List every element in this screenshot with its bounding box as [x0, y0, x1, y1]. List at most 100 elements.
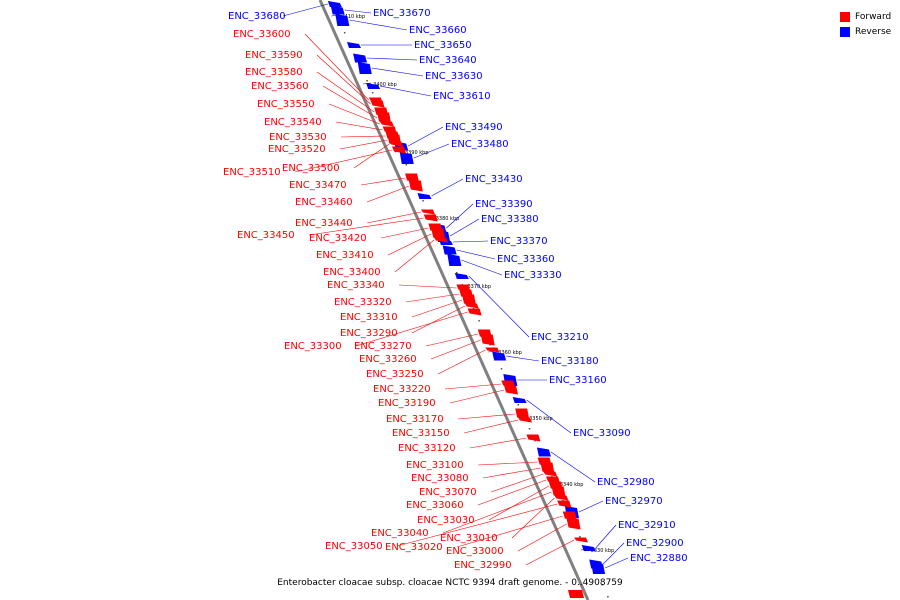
gene-label: ENC_33190: [378, 398, 436, 409]
leader-line: [353, 143, 390, 169]
gene-feature-reverse: [512, 397, 527, 403]
gene-feature-forward: [405, 173, 420, 183]
gene-label: ENC_33320: [334, 297, 392, 308]
leader-line: [322, 85, 378, 119]
leader-line: [355, 311, 468, 347]
gene-feature-forward: [480, 334, 495, 346]
gene-feature-reverse: [417, 193, 432, 199]
leader-line: [490, 473, 544, 493]
leader-line: [477, 479, 547, 506]
leader-line: [506, 355, 540, 362]
gene-label: ENC_33010: [440, 533, 498, 544]
leader-line: [340, 135, 386, 138]
gene-label: ENC_33610: [433, 91, 491, 102]
gene-feature-reverse: [347, 42, 362, 48]
gene-label: ENC_33260: [359, 354, 417, 365]
gene-label: ENC_33400: [323, 267, 381, 278]
gene-label: ENC_32990: [454, 560, 512, 571]
gene-label: ENC_33360: [497, 254, 555, 265]
gene-feature-reverse: [591, 562, 606, 574]
leader-line: [463, 419, 519, 434]
axis-dot: [422, 200, 424, 202]
axis-dot: [579, 536, 581, 538]
leader-line: [488, 485, 549, 521]
forward-swatch: [840, 11, 850, 22]
gene-label: ENC_33070: [419, 487, 477, 498]
leader-line: [452, 240, 489, 243]
gene-label: ENC_33250: [366, 369, 424, 380]
gene-label: ENC_33460: [295, 197, 353, 208]
gene-feature-reverse: [357, 62, 372, 74]
gene-feature-forward: [392, 146, 407, 154]
reverse-swatch: [840, 26, 850, 37]
gene-feature-forward: [574, 537, 589, 543]
leader-line: [407, 126, 444, 147]
gene-label: ENC_33660: [409, 25, 467, 36]
gene-label: ENC_33060: [406, 500, 464, 511]
gene-feature-reverse: [335, 14, 350, 26]
gene-label: ENC_33420: [309, 233, 367, 244]
axis-dot: [500, 368, 503, 370]
gene-label: ENC_33510: [223, 167, 281, 178]
gene-label: ENC_32970: [605, 496, 663, 507]
leader-line: [461, 259, 503, 276]
gene-feature-forward: [389, 141, 404, 147]
leader-line: [456, 515, 563, 548]
gene-label: ENC_33160: [549, 375, 607, 386]
leader-line: [442, 491, 552, 534]
gene-feature-reverse: [492, 351, 507, 361]
gene-label: ENC_33550: [257, 99, 315, 110]
gene-label: ENC_33150: [392, 428, 450, 439]
gene-label: ENC_33290: [340, 328, 398, 339]
leader-line: [604, 557, 629, 569]
leader-line: [335, 121, 383, 131]
genome-caption: Enterobacter cloacae subsp. cloacae NCTC…: [277, 578, 623, 588]
gene-feature-reverse: [327, 1, 342, 7]
gene-feature-forward: [568, 590, 584, 598]
leader-line: [316, 54, 371, 105]
tick-label: 3330 kbp: [591, 548, 615, 554]
leader-line: [511, 497, 555, 539]
gene-label: ENC_33300: [284, 341, 342, 352]
leader-line: [371, 67, 424, 77]
axis-dot: [528, 428, 531, 430]
gene-label: ENC_33050: [325, 541, 383, 552]
leader-line: [308, 217, 424, 236]
axis-dot: [455, 272, 458, 274]
gene-feature-forward: [540, 462, 555, 474]
forward-label: Forward: [855, 11, 892, 22]
gene-label: ENC_33560: [251, 81, 309, 92]
leader-line: [603, 542, 625, 565]
leader-line: [282, 3, 328, 17]
gene-label: ENC_33640: [419, 55, 477, 66]
gene-label: ENC_33370: [490, 236, 548, 247]
gene-label: ENC_33340: [327, 280, 385, 291]
leader-line: [456, 249, 496, 260]
tick-label: 3360 kbp: [498, 350, 522, 356]
gene-feature-forward: [431, 228, 446, 240]
gene-label: ENC_33480: [451, 139, 509, 150]
gene-label: ENC_32900: [626, 538, 684, 549]
leader-line: [457, 413, 516, 420]
axis-dot: [601, 584, 604, 586]
leader-line: [444, 383, 502, 390]
gene-label: ENC_33390: [475, 199, 533, 210]
gene-feature-forward: [526, 434, 541, 442]
gene-label: ENC_32910: [618, 520, 676, 531]
leader-line: [431, 178, 464, 197]
gene-label: ENC_33180: [541, 356, 599, 367]
axis-dot: [534, 440, 536, 442]
leader-line: [394, 239, 435, 273]
leader-line: [449, 389, 505, 404]
gene-feature-forward: [423, 214, 438, 222]
axis-dot: [607, 596, 609, 598]
leader-line: [304, 33, 369, 101]
leader-line: [328, 103, 380, 125]
gene-feature-forward: [370, 100, 385, 108]
gene-label: ENC_33120: [398, 443, 456, 454]
leader-line: [449, 218, 480, 237]
gene-feature-forward: [543, 471, 558, 477]
gene-feature-reverse: [353, 53, 368, 63]
leader-line: [477, 461, 538, 466]
